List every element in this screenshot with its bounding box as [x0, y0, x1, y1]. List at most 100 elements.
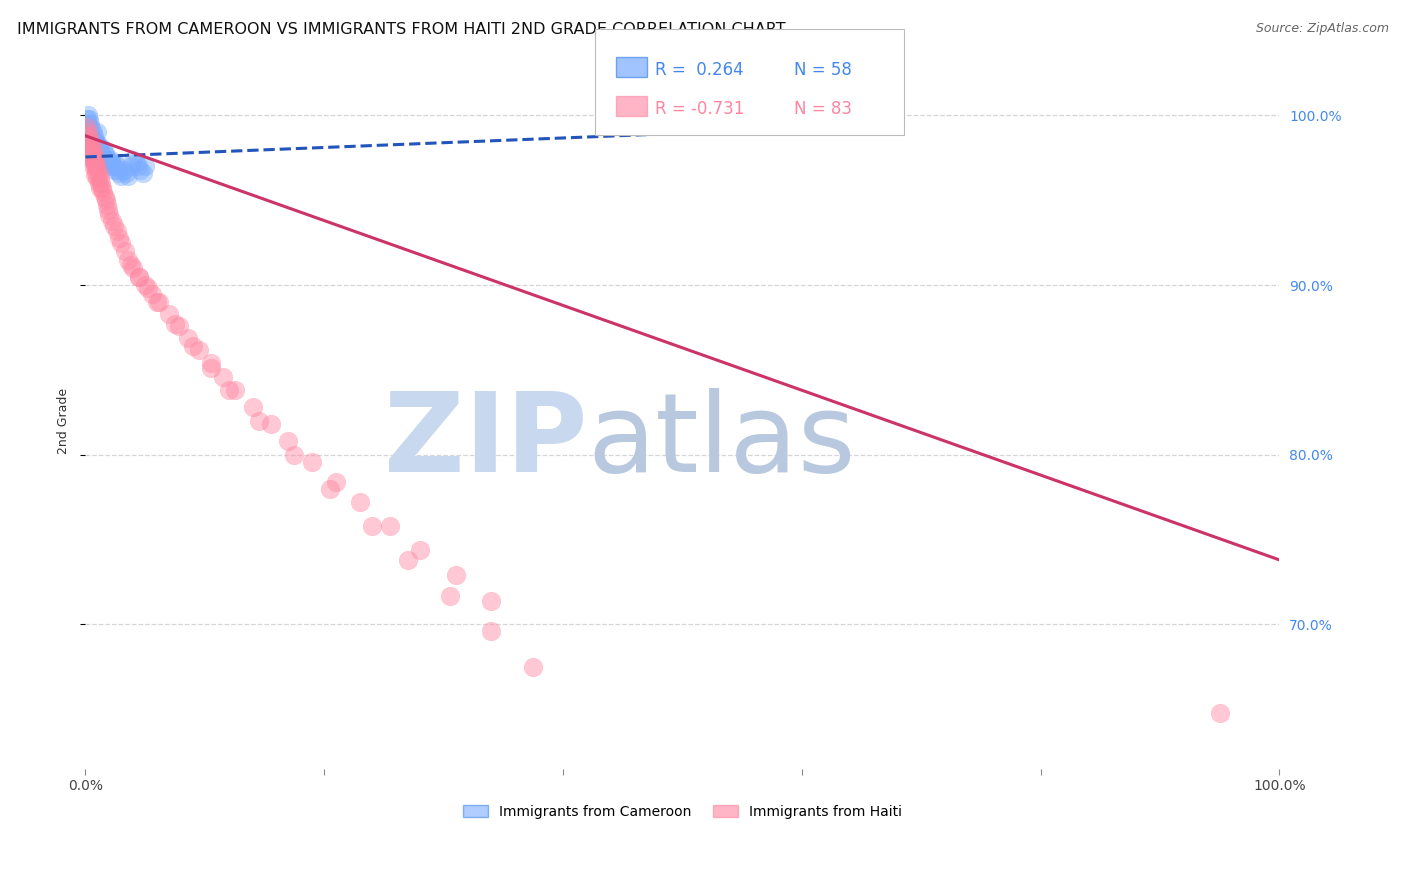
- Point: [97, 203, 120, 218]
- Point: [86, 161, 108, 175]
- Point: [79, 125, 101, 139]
- Point: [103, 219, 125, 233]
- Point: [76, 142, 98, 156]
- Point: [84, 166, 107, 180]
- Text: R = -0.731: R = -0.731: [655, 100, 745, 118]
- Point: [200, 361, 222, 376]
- Text: N = 58: N = 58: [794, 61, 852, 78]
- Point: [76, 108, 98, 122]
- Point: [86, 171, 108, 186]
- Point: [396, 553, 419, 567]
- Point: [89, 171, 111, 186]
- Point: [107, 162, 129, 177]
- Point: [157, 307, 180, 321]
- Point: [86, 136, 108, 150]
- Point: [84, 156, 107, 170]
- Point: [77, 128, 100, 143]
- Point: [105, 159, 128, 173]
- Point: [439, 589, 461, 603]
- Y-axis label: 2nd Grade: 2nd Grade: [58, 388, 70, 454]
- Point: [80, 147, 103, 161]
- Point: [83, 145, 105, 160]
- Point: [89, 181, 111, 195]
- Point: [79, 134, 101, 148]
- Point: [283, 448, 305, 462]
- Point: [87, 149, 110, 163]
- Point: [76, 134, 98, 148]
- Point: [76, 117, 98, 131]
- Point: [84, 145, 107, 160]
- Point: [146, 295, 169, 310]
- Point: [76, 128, 98, 143]
- Point: [1209, 706, 1232, 720]
- Point: [103, 162, 125, 177]
- Point: [79, 134, 101, 148]
- Point: [89, 142, 111, 156]
- Point: [163, 317, 186, 331]
- Point: [93, 153, 115, 167]
- Point: [167, 318, 190, 333]
- Point: [187, 343, 209, 357]
- Point: [98, 209, 121, 223]
- Point: [177, 331, 200, 345]
- Point: [378, 519, 401, 533]
- Point: [83, 145, 105, 160]
- Point: [218, 384, 240, 398]
- Point: [242, 401, 264, 415]
- Point: [120, 159, 142, 173]
- Point: [76, 112, 98, 126]
- Point: [247, 414, 270, 428]
- Point: [325, 475, 347, 489]
- Point: [127, 159, 149, 173]
- Point: [108, 230, 131, 244]
- Point: [87, 176, 110, 190]
- Point: [77, 145, 100, 160]
- Point: [82, 151, 104, 165]
- Point: [89, 153, 111, 167]
- Point: [93, 185, 115, 199]
- Point: [211, 369, 233, 384]
- Point: [94, 149, 117, 163]
- Point: [80, 122, 103, 136]
- Point: [97, 156, 120, 170]
- Point: [200, 356, 222, 370]
- Point: [83, 128, 105, 143]
- Point: [84, 147, 107, 161]
- Point: [76, 120, 98, 135]
- Point: [112, 162, 135, 177]
- Point: [77, 112, 100, 126]
- Point: [301, 454, 323, 468]
- Point: [84, 168, 107, 182]
- Point: [101, 159, 124, 173]
- Point: [79, 151, 101, 165]
- Text: R =  0.264: R = 0.264: [655, 61, 744, 78]
- Point: [80, 130, 103, 145]
- Text: atlas: atlas: [586, 388, 855, 495]
- Point: [77, 130, 100, 145]
- Point: [84, 151, 107, 165]
- Point: [83, 156, 105, 170]
- Point: [117, 252, 139, 267]
- Point: [105, 224, 128, 238]
- Point: [444, 568, 467, 582]
- Point: [82, 134, 104, 148]
- Point: [136, 281, 159, 295]
- Point: [77, 120, 100, 135]
- Point: [361, 519, 384, 533]
- Point: [481, 624, 503, 639]
- Point: [122, 261, 145, 276]
- Text: IMMIGRANTS FROM CAMEROON VS IMMIGRANTS FROM HAITI 2ND GRADE CORRELATION CHART: IMMIGRANTS FROM CAMEROON VS IMMIGRANTS F…: [17, 22, 786, 37]
- Point: [132, 166, 155, 180]
- Point: [77, 137, 100, 152]
- Point: [481, 593, 503, 607]
- Point: [128, 269, 150, 284]
- Point: [100, 156, 122, 170]
- Point: [79, 142, 101, 156]
- Text: Source: ZipAtlas.com: Source: ZipAtlas.com: [1256, 22, 1389, 36]
- Point: [134, 159, 156, 173]
- Point: [82, 159, 104, 173]
- Point: [108, 166, 131, 180]
- Point: [124, 156, 146, 170]
- Point: [409, 542, 432, 557]
- Point: [86, 145, 108, 160]
